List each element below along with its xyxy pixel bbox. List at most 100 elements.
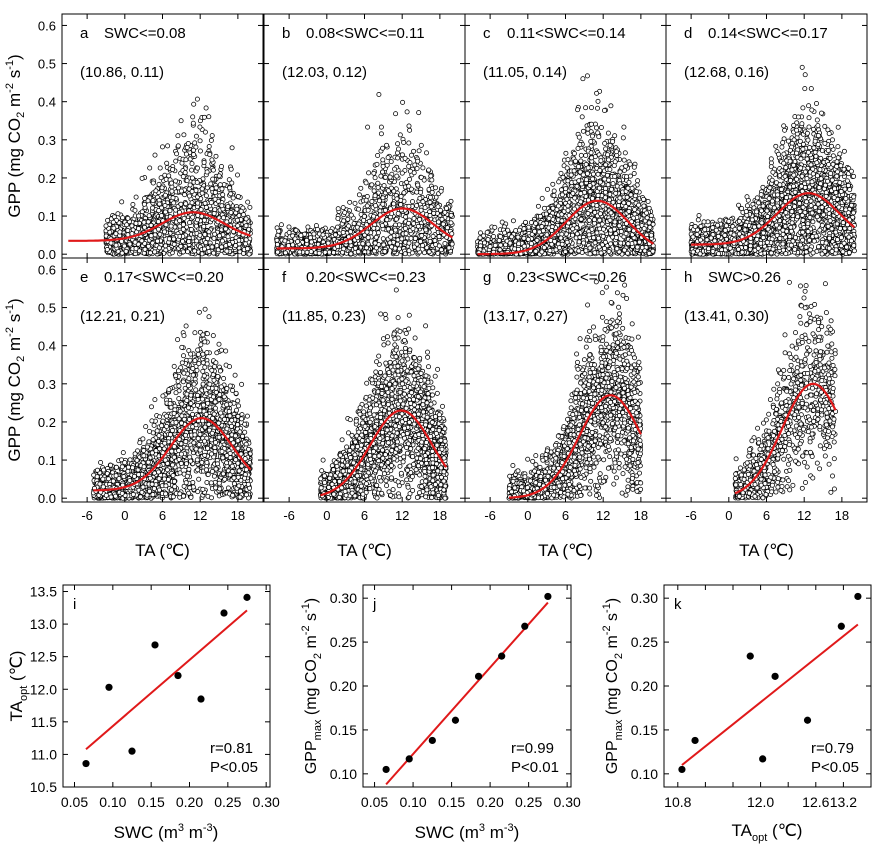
data-point <box>191 215 195 219</box>
data-point <box>112 226 116 230</box>
data-point <box>287 225 291 229</box>
data-point <box>239 209 243 213</box>
data-point <box>202 160 206 164</box>
data-point <box>134 221 138 225</box>
data-point <box>183 193 187 197</box>
data-point <box>204 241 208 245</box>
data-point <box>244 224 248 228</box>
data-point <box>247 252 251 256</box>
data-point <box>192 153 196 157</box>
data-point <box>157 209 161 213</box>
data-point <box>196 213 200 217</box>
data-point <box>171 168 175 172</box>
data-point <box>140 239 144 243</box>
data-point <box>202 218 206 222</box>
data-point <box>122 244 126 248</box>
data-point <box>209 138 213 142</box>
data-point <box>147 214 151 218</box>
data-point <box>203 130 207 134</box>
data-point <box>181 239 185 243</box>
data-point <box>142 220 146 224</box>
data-point <box>248 205 252 209</box>
data-point <box>104 224 108 228</box>
data-point <box>209 182 213 186</box>
data-point <box>419 143 423 147</box>
data-point <box>198 139 202 143</box>
data-point <box>114 243 118 247</box>
data-point <box>190 168 194 172</box>
data-point <box>143 225 147 229</box>
data-point <box>203 232 207 236</box>
data-point <box>204 106 208 110</box>
data-point <box>168 209 172 213</box>
data-point <box>376 153 380 157</box>
data-point <box>176 144 180 148</box>
data-point <box>181 175 185 179</box>
data-point <box>212 211 216 215</box>
data-point <box>191 115 195 119</box>
data-point <box>126 216 130 220</box>
data-point <box>198 233 202 237</box>
data-point <box>164 177 168 181</box>
data-point <box>410 200 414 204</box>
data-point <box>210 134 214 138</box>
data-point <box>134 195 138 199</box>
data-point <box>153 233 157 237</box>
data-point <box>179 119 183 123</box>
data-point <box>184 202 188 206</box>
data-point <box>210 158 214 162</box>
data-point <box>186 141 190 145</box>
data-point <box>180 161 184 165</box>
data-point <box>213 197 217 201</box>
data-point <box>158 232 162 236</box>
data-point <box>421 166 425 170</box>
data-point <box>193 249 197 253</box>
data-point <box>184 152 188 156</box>
data-point <box>206 237 210 241</box>
data-point <box>165 161 169 165</box>
data-point <box>191 148 195 152</box>
y-tick-label: 0.1 <box>38 209 56 224</box>
data-point <box>236 194 240 198</box>
data-point <box>215 244 219 248</box>
data-point <box>181 250 185 254</box>
data-point <box>221 193 225 197</box>
data-point <box>151 181 155 185</box>
data-point <box>181 227 185 231</box>
data-point <box>228 186 232 190</box>
data-point <box>191 121 195 125</box>
data-point <box>207 144 211 148</box>
data-point <box>211 168 215 172</box>
data-point <box>162 230 166 234</box>
data-point <box>205 170 209 174</box>
data-point <box>400 171 404 175</box>
data-point <box>179 202 183 206</box>
data-point <box>118 230 122 234</box>
data-point <box>133 208 137 212</box>
data-point <box>169 224 173 228</box>
data-point <box>179 244 183 248</box>
data-point <box>207 230 211 234</box>
data-point <box>124 249 128 253</box>
data-point <box>186 250 190 254</box>
panel-a: 0.00.10.20.30.40.50.6 a SWC<=0.08(10.86, 0… <box>38 14 263 262</box>
data-point <box>159 176 163 180</box>
data-point <box>148 166 152 170</box>
data-point <box>108 230 112 234</box>
data-point <box>214 154 218 158</box>
data-point <box>137 214 141 218</box>
data-point <box>194 134 198 138</box>
data-point <box>160 186 164 190</box>
data-point <box>209 200 213 204</box>
data-point <box>172 201 176 205</box>
y-tick-label: 0.5 <box>38 57 56 72</box>
data-point <box>198 125 202 129</box>
data-point <box>230 181 234 185</box>
data-point <box>106 218 110 222</box>
data-point <box>160 145 164 149</box>
data-point <box>169 181 173 185</box>
data-point <box>155 239 159 243</box>
data-point <box>120 200 124 204</box>
data-point <box>381 237 385 241</box>
data-point <box>220 187 224 191</box>
